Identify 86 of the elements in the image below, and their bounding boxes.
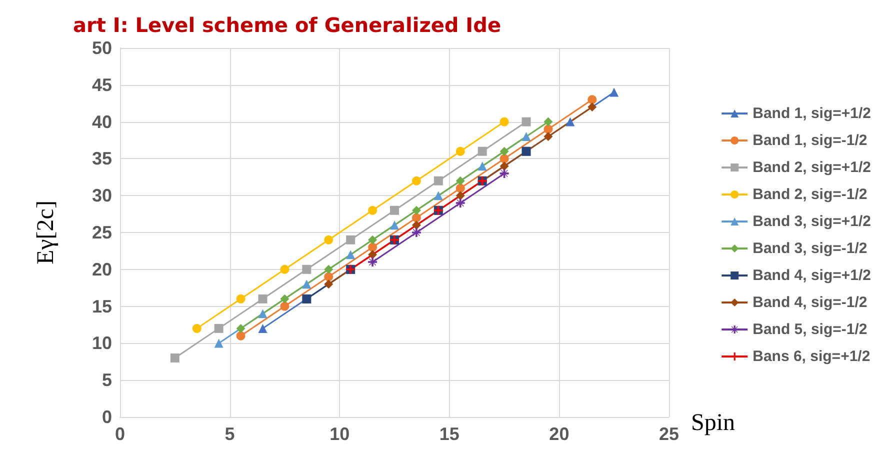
point (192, 324, 202, 333)
y-tick-label: 20 (92, 259, 112, 280)
point (434, 176, 443, 186)
y-tick-label: 5 (102, 370, 112, 390)
point (368, 258, 378, 267)
legend-label: Band 1, sig=+1/2 (752, 105, 871, 122)
x-tick-label: 20 (549, 424, 570, 444)
point (324, 280, 334, 289)
point (544, 124, 553, 134)
point (324, 235, 334, 244)
point (544, 117, 553, 126)
legend-label: Band 4, sig=-1/2 (752, 294, 868, 311)
point (324, 272, 334, 282)
point (412, 213, 421, 222)
x-tick-label: 15 (439, 424, 460, 444)
point (412, 220, 421, 230)
x-tick-label: 10 (330, 424, 350, 444)
point (258, 309, 268, 318)
legend-label: Band 5, sig=-1/2 (752, 321, 868, 338)
point (478, 146, 487, 156)
point (588, 102, 597, 112)
point (302, 280, 312, 289)
legend-label: Band 2, sig=-1/2 (752, 186, 868, 203)
point (522, 132, 531, 142)
y-tick-label: 30 (92, 186, 112, 206)
legend-label: Band 1, sig=-1/2 (752, 132, 868, 149)
y-tick-label: 45 (92, 74, 112, 95)
legend-label: Band 2, sig=+1/2 (752, 159, 871, 176)
point (346, 235, 356, 244)
point (500, 154, 509, 164)
point (236, 294, 246, 304)
chart-title: art I: Level scheme of Generalized Ide (73, 13, 502, 37)
point (368, 235, 378, 244)
point (214, 324, 224, 333)
legend-label: Band 3, sig=-1/2 (752, 240, 868, 257)
point (368, 242, 378, 252)
y-tick-label: 50 (92, 38, 112, 58)
point (302, 264, 312, 274)
point (500, 168, 509, 178)
x-tick-label: 0 (114, 424, 126, 444)
y-tick-label: 35 (92, 148, 112, 169)
point (544, 132, 553, 142)
point (368, 206, 378, 215)
point (324, 264, 334, 274)
point (258, 324, 268, 333)
y-axis-title: Eγ[2c] (33, 200, 59, 264)
point (390, 220, 399, 230)
point (170, 353, 180, 362)
point (368, 250, 378, 260)
point (500, 117, 509, 126)
point (390, 206, 399, 215)
y-tick-label: 0 (102, 407, 112, 427)
y-tick-label: 25 (92, 222, 112, 242)
point (456, 184, 465, 193)
x-tick-label: 25 (658, 424, 680, 444)
legend-label: Bans 6, sig=+1/2 (752, 348, 870, 365)
y-tick-label: 10 (92, 333, 112, 354)
point (566, 117, 575, 126)
point (434, 191, 443, 200)
point (610, 88, 619, 97)
point (346, 250, 356, 260)
point (456, 198, 465, 208)
point (500, 146, 509, 156)
point (456, 146, 465, 156)
y-tick-label: 40 (92, 112, 112, 132)
point (522, 117, 531, 126)
y-tick-label: 15 (92, 296, 112, 316)
point (588, 95, 597, 104)
point (412, 228, 421, 237)
point (236, 331, 246, 340)
point (412, 206, 421, 215)
point (214, 338, 224, 348)
point (412, 176, 421, 186)
point (478, 162, 487, 171)
x-axis-title: Spin (691, 410, 736, 436)
point (280, 294, 290, 304)
point (456, 176, 465, 186)
point (280, 264, 290, 274)
x-tick-label: 5 (224, 424, 235, 444)
point (258, 294, 268, 304)
point (456, 191, 465, 200)
point (280, 302, 290, 311)
point (500, 162, 509, 171)
legend-label: Band 3, sig=+1/2 (752, 213, 871, 230)
legend-label: Band 4, sig=+1/2 (752, 267, 871, 284)
point (236, 324, 246, 333)
